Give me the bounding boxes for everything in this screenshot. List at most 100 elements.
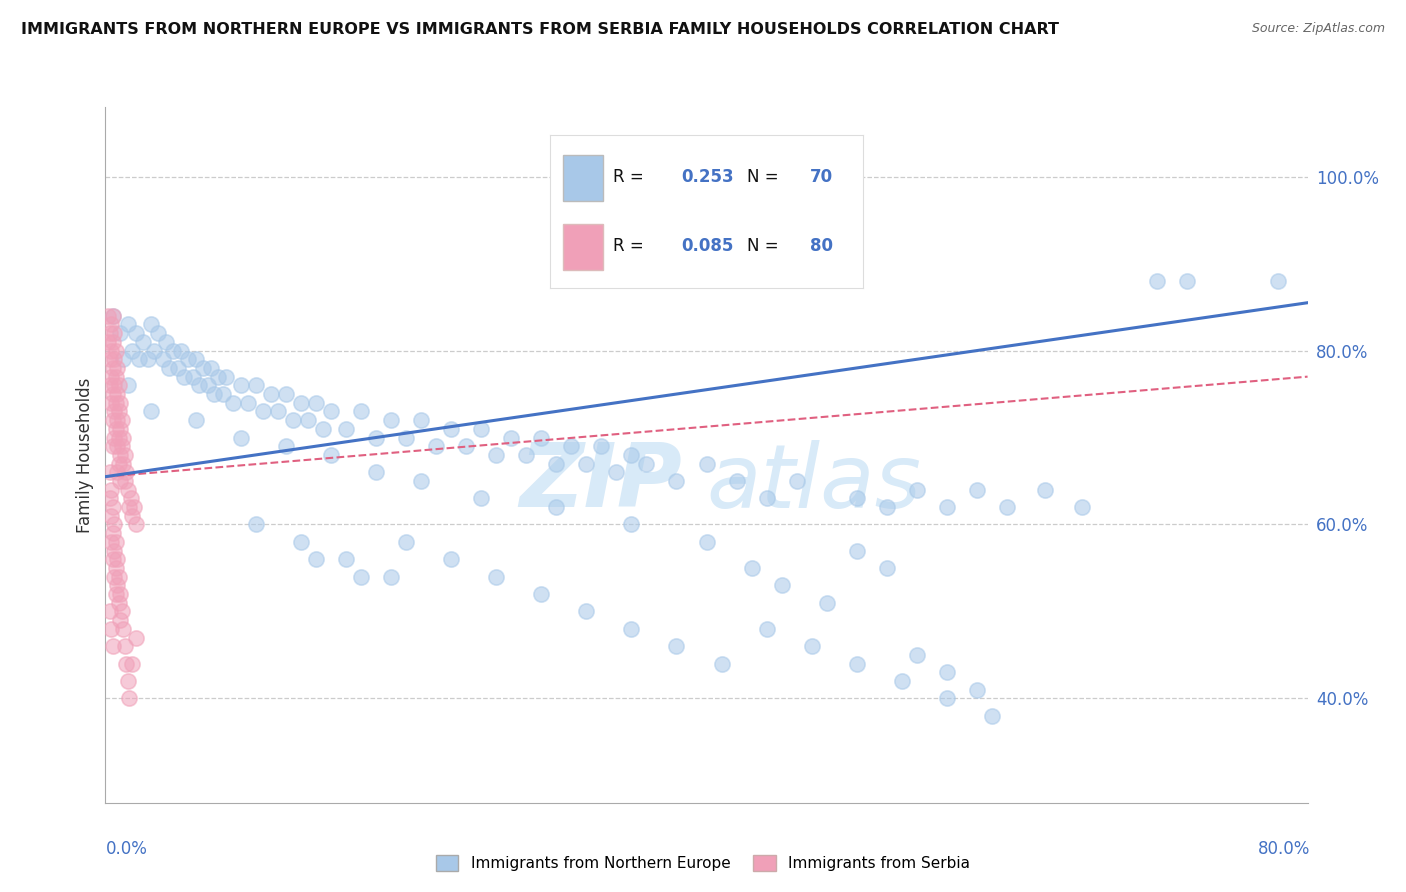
Point <box>696 535 718 549</box>
Point <box>112 352 135 367</box>
Point <box>117 483 139 497</box>
Point <box>725 474 748 488</box>
Text: Source: ZipAtlas.com: Source: ZipAtlas.com <box>1251 22 1385 36</box>
Point <box>101 552 124 566</box>
Point <box>103 570 125 584</box>
Point <box>665 639 688 653</box>
Point <box>142 343 165 358</box>
Point <box>214 369 236 384</box>
Point <box>364 431 387 445</box>
Point <box>152 352 174 367</box>
Point <box>108 570 131 584</box>
Point <box>101 309 124 323</box>
Point <box>200 360 222 375</box>
Point <box>395 431 418 445</box>
Point <box>98 326 121 341</box>
Point <box>177 352 200 367</box>
Point <box>1033 483 1056 497</box>
Point <box>876 561 898 575</box>
Point <box>905 483 928 497</box>
Point <box>146 326 169 341</box>
Point <box>290 396 312 410</box>
Point <box>905 648 928 662</box>
Point <box>936 500 959 514</box>
Point <box>966 483 988 497</box>
Point <box>100 369 122 384</box>
Point <box>104 396 127 410</box>
Point <box>440 422 463 436</box>
Point <box>98 491 121 506</box>
Point <box>107 578 129 592</box>
Point <box>546 500 568 514</box>
Point <box>120 491 142 506</box>
Point <box>815 596 838 610</box>
Text: 80.0%: 80.0% <box>1258 840 1310 858</box>
Point <box>501 431 523 445</box>
Point <box>97 334 120 349</box>
Point <box>98 352 121 367</box>
Point <box>101 526 124 541</box>
Point <box>454 439 477 453</box>
Point <box>181 369 204 384</box>
Point <box>274 387 297 401</box>
Point <box>111 439 134 453</box>
Point <box>229 431 252 445</box>
Point <box>121 508 143 523</box>
Point <box>267 404 290 418</box>
Point <box>290 535 312 549</box>
Point <box>966 682 988 697</box>
Point <box>995 500 1018 514</box>
Point <box>845 657 868 671</box>
Point <box>560 439 582 453</box>
Point <box>395 535 418 549</box>
Point <box>108 431 131 445</box>
Point <box>103 378 125 392</box>
Point <box>121 657 143 671</box>
Point <box>364 466 387 480</box>
Point <box>591 439 613 453</box>
Point <box>132 334 155 349</box>
Point <box>350 404 373 418</box>
Point <box>440 552 463 566</box>
Point <box>101 500 124 514</box>
Point <box>169 343 191 358</box>
Point <box>260 387 283 401</box>
Point <box>710 657 733 671</box>
Point <box>100 483 122 497</box>
Point <box>222 396 245 410</box>
Point <box>665 474 688 488</box>
Point <box>470 422 492 436</box>
Point <box>229 378 252 392</box>
Point <box>981 708 1004 723</box>
Point <box>104 561 127 575</box>
Point <box>107 360 129 375</box>
Point <box>101 360 124 375</box>
Point <box>312 422 335 436</box>
Point <box>876 500 898 514</box>
Point <box>111 605 134 619</box>
Point <box>252 404 274 418</box>
Point <box>283 413 305 427</box>
Point <box>124 631 146 645</box>
Point <box>104 343 127 358</box>
Point <box>173 369 195 384</box>
Point <box>409 413 432 427</box>
Point <box>103 543 125 558</box>
Point <box>103 517 125 532</box>
Point <box>530 431 553 445</box>
Point <box>620 517 643 532</box>
Point <box>103 431 125 445</box>
Point <box>114 639 136 653</box>
Point <box>118 500 141 514</box>
Point <box>305 396 328 410</box>
Point <box>98 378 121 392</box>
Point <box>786 474 808 488</box>
Point <box>184 413 207 427</box>
Point <box>117 674 139 689</box>
Point <box>107 439 129 453</box>
Point <box>305 552 328 566</box>
Text: atlas: atlas <box>707 440 921 525</box>
Point <box>575 457 598 471</box>
Point <box>100 508 122 523</box>
Point <box>184 352 207 367</box>
